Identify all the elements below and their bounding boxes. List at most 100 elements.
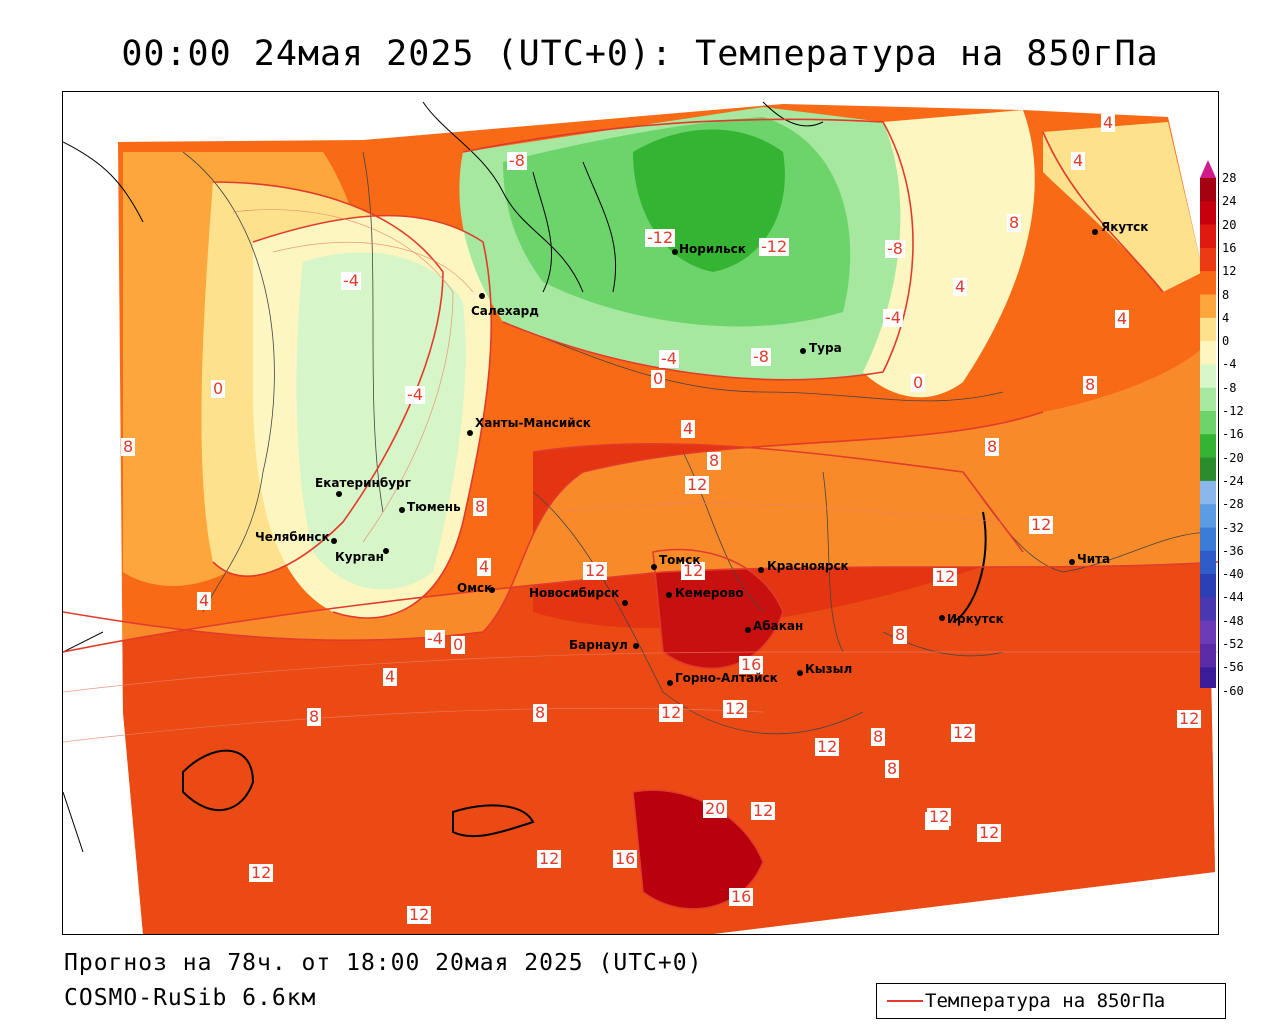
legend: Температура на 850гПа xyxy=(876,983,1226,1019)
colorbar-tick-label: -40 xyxy=(1222,567,1244,582)
city-label[interactable]: Красноярск xyxy=(767,559,849,573)
colorbar-swatch xyxy=(1200,411,1216,435)
contour-label: 16 xyxy=(729,887,754,906)
contour-label: 4 xyxy=(477,557,492,576)
contour-label: 8 xyxy=(473,497,488,516)
city-label[interactable]: Кемерово xyxy=(675,586,744,600)
city-label[interactable]: Горно-Алтайск xyxy=(675,671,778,685)
isotherms xyxy=(63,118,1218,910)
contour-label: 4 xyxy=(383,667,398,686)
city-label[interactable]: Томск xyxy=(659,553,701,567)
contour-label: 0 xyxy=(651,369,666,388)
city-dot xyxy=(651,564,657,570)
city-label[interactable]: Тюмень xyxy=(407,500,461,514)
contour-label: 16 xyxy=(739,655,764,674)
city-label[interactable]: Норильск xyxy=(679,242,746,256)
contour-label: -4 xyxy=(425,629,445,648)
colorbar-swatch xyxy=(1200,224,1216,249)
colorbar-tick-label: -28 xyxy=(1222,497,1244,512)
contour-label: 12 xyxy=(407,905,432,924)
city-label[interactable]: Екатеринбург xyxy=(315,476,411,490)
contour-label: 12 xyxy=(751,801,776,820)
colorbar-tick-label: 4 xyxy=(1222,310,1230,325)
colorbar-swatch xyxy=(1200,364,1216,389)
contour-label: 20 xyxy=(703,799,728,818)
city-label[interactable]: Ханты-Мансийск xyxy=(475,416,591,430)
colorbar-tick-label: -4 xyxy=(1222,357,1237,372)
colorbar-tick-label: -52 xyxy=(1222,637,1244,651)
colorbar-swatch xyxy=(1200,644,1216,668)
colorbar-swatch xyxy=(1200,317,1216,342)
contour-label: 12 xyxy=(723,699,748,718)
colorbar-swatch xyxy=(1200,271,1216,295)
contour-label: 12 xyxy=(1177,709,1202,728)
coastlines xyxy=(63,101,987,853)
city-label[interactable]: Челябинск xyxy=(255,530,330,544)
colorbar-tick-label: -44 xyxy=(1222,590,1244,605)
colorbar-tick-label: -12 xyxy=(1222,404,1244,418)
contour-label: 12 xyxy=(681,561,706,580)
contour-label: 4 xyxy=(953,277,968,296)
contour-label: 12 xyxy=(977,823,1002,842)
colorbar-tick-label: 8 xyxy=(1222,287,1230,302)
city-label[interactable]: Чита xyxy=(1077,552,1111,566)
contour-label: 16 xyxy=(613,849,638,868)
model-info: COSMO-RuSib 6.6км xyxy=(64,985,317,1011)
colorbar-swatch xyxy=(1200,178,1216,202)
contour-label: 12 xyxy=(927,807,952,826)
city-dot xyxy=(667,680,673,686)
contour-label: 0 xyxy=(451,635,466,654)
city-label[interactable]: Новосибирск xyxy=(529,586,620,600)
contour-label: -4 xyxy=(659,349,679,368)
temperature-map[interactable]: -8 -12 -12 -8 -4 -4 -4 -4 -8 0 0 0 4 4 4… xyxy=(62,91,1219,935)
contour-label: -8 xyxy=(751,347,771,366)
contour-label: -8 xyxy=(885,239,905,258)
city-label[interactable]: Абакан xyxy=(753,619,804,633)
colorbar-swatch xyxy=(1200,434,1216,459)
colorbar-swatch xyxy=(1200,201,1216,226)
city-dot xyxy=(399,507,405,513)
colorbar-tick-label: 16 xyxy=(1222,240,1237,255)
contour-label: 4 xyxy=(1071,151,1086,170)
colorbar-swatch xyxy=(1200,247,1216,272)
colorbar-tick-label: -24 xyxy=(1222,473,1244,488)
city-label[interactable]: Якутск xyxy=(1101,220,1149,234)
colorbar-swatch xyxy=(1200,504,1216,528)
colorbar-tick-label: -16 xyxy=(1222,427,1244,442)
colorbar-tick-label: 28 xyxy=(1222,171,1237,185)
city-label[interactable]: Иркутск xyxy=(947,612,1004,626)
contour-label: 4 xyxy=(197,591,212,610)
contour-label: -4 xyxy=(405,385,425,404)
city-dot xyxy=(467,430,473,436)
contour-label: 12 xyxy=(583,561,608,580)
contour-label: 8 xyxy=(307,707,322,726)
city-label[interactable]: Омск xyxy=(457,581,493,595)
contour-label: 12 xyxy=(659,703,684,722)
colorbar-swatch xyxy=(1200,527,1216,552)
colorbar-swatch xyxy=(1200,457,1216,482)
city-label[interactable]: Барнаул xyxy=(569,638,628,652)
city-dot xyxy=(745,627,751,633)
map-canvas xyxy=(63,92,1218,934)
contour-label: 12 xyxy=(815,737,840,756)
contour-label: 8 xyxy=(1083,375,1098,394)
colorbar-tick-label: 0 xyxy=(1222,334,1230,349)
city-dot xyxy=(336,491,342,497)
colorbar-tick-label: 12 xyxy=(1222,264,1237,279)
city-dot xyxy=(939,615,945,621)
contour-label: 12 xyxy=(951,723,976,742)
page-title: 00:00 24мая 2025 (UTC+0): Температура на… xyxy=(121,34,1159,74)
colorbar-tick-label: 20 xyxy=(1222,217,1237,232)
legend-line-swatch xyxy=(887,1000,923,1002)
city-dot xyxy=(622,600,628,606)
contour-label: -8 xyxy=(507,151,527,170)
city-label[interactable]: Салехард xyxy=(471,304,539,318)
contour-label: 12 xyxy=(1029,515,1054,534)
city-dot xyxy=(1069,559,1075,565)
contour-label: -4 xyxy=(883,308,903,327)
city-label[interactable]: Кызыл xyxy=(805,662,853,676)
city-label[interactable]: Тура xyxy=(809,341,842,355)
city-dot xyxy=(672,249,678,255)
colorbar-tick-label: -8 xyxy=(1222,380,1237,395)
city-label[interactable]: Курган xyxy=(335,550,384,564)
